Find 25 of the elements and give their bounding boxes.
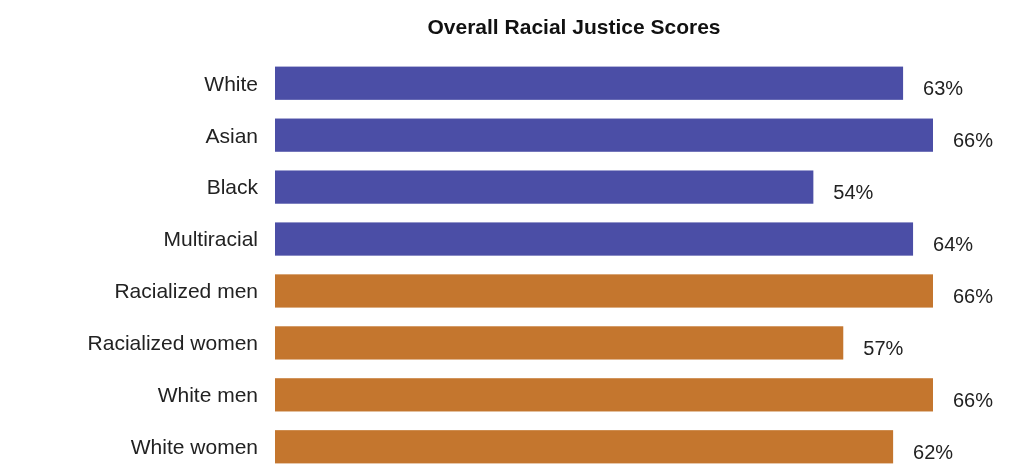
y-tick-label: White men xyxy=(157,383,258,407)
data-label: 63% xyxy=(923,77,964,100)
data-label: 64% xyxy=(933,233,974,256)
y-tick-label: White xyxy=(204,71,258,95)
bar xyxy=(275,66,904,100)
y-tick-label: Racialized women xyxy=(87,331,258,355)
data-label: 54% xyxy=(833,181,874,204)
bar xyxy=(275,170,814,204)
y-tick-label: Racialized men xyxy=(114,279,258,303)
data-label: 62% xyxy=(913,440,954,463)
bar xyxy=(275,274,933,308)
y-tick-label: Black xyxy=(206,175,259,199)
bar xyxy=(275,222,914,256)
bar xyxy=(275,430,894,464)
data-label: 57% xyxy=(863,336,904,359)
data-label: 66% xyxy=(953,129,994,152)
data-label: 66% xyxy=(953,284,994,307)
bar xyxy=(275,326,844,360)
y-tick-label: White women xyxy=(130,435,258,459)
bar xyxy=(275,118,933,152)
y-tick-label: Multiracial xyxy=(163,227,258,251)
y-tick-label: Asian xyxy=(205,123,258,147)
bar xyxy=(275,378,933,412)
data-label: 66% xyxy=(953,388,994,411)
chart-title: Overall Racial Justice Scores xyxy=(427,15,721,38)
